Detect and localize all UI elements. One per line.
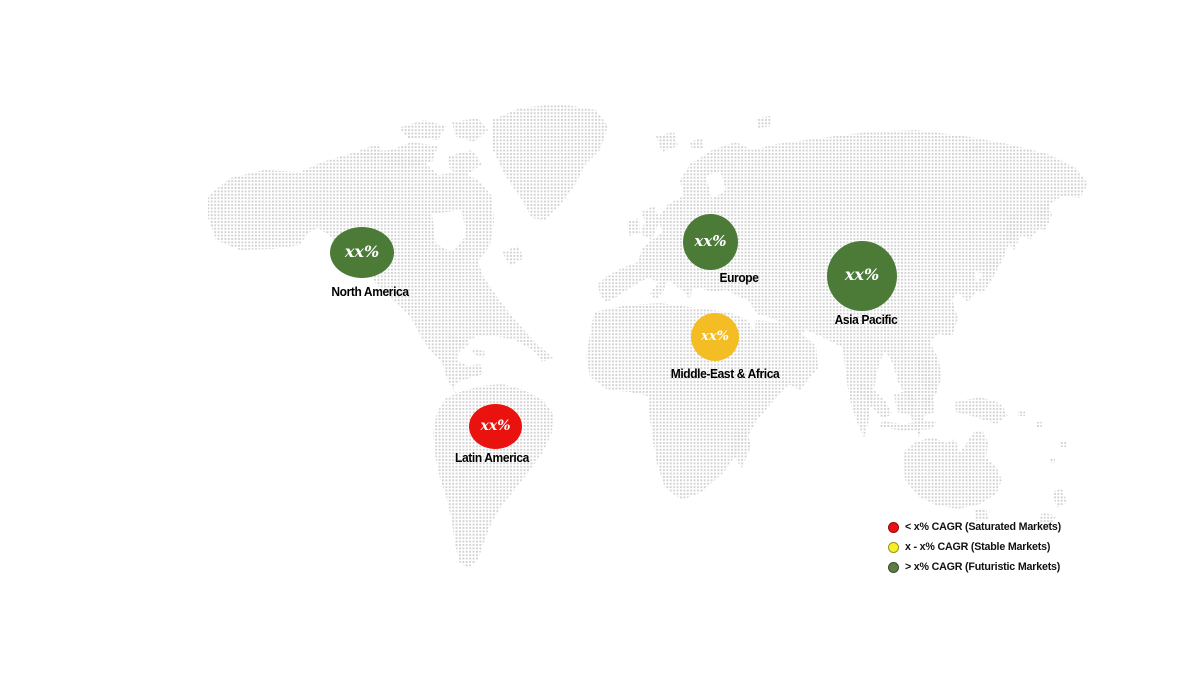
europe-islands — [627, 116, 772, 240]
legend-row-saturated: < x% CAGR (Saturated Markets) — [888, 521, 1066, 533]
bubble-value-europe: xx% — [694, 231, 727, 250]
continent-australia — [903, 430, 1002, 521]
bubble-north-america: xx% — [330, 227, 394, 278]
label-europe: Europe — [719, 271, 759, 285]
legend-row-futuristic: > x% CAGR (Futuristic Markets) — [888, 561, 1066, 573]
continent-africa — [586, 303, 792, 500]
label-north-america: North America — [331, 285, 409, 299]
label-latin-america: Latin America — [455, 451, 529, 465]
arabian-peninsula — [754, 320, 818, 390]
bubble-asia-pacific: xx% — [827, 241, 897, 311]
bubble-europe: xx% — [683, 214, 738, 270]
atlantic-islands — [447, 246, 524, 358]
legend: < x% CAGR (Saturated Markets) x - x% CAG… — [888, 521, 1066, 581]
continent-greenland — [492, 104, 608, 220]
label-asia-pacific: Asia Pacific — [834, 313, 898, 327]
continents — [208, 104, 1088, 568]
arctic-islands — [360, 118, 488, 176]
bubble-middle-east-africa: xx% — [691, 313, 739, 361]
continent-south-america — [433, 384, 553, 568]
bubble-value-asia-pacific: xx% — [844, 265, 880, 284]
legend-dot-green-icon — [888, 561, 899, 573]
legend-row-stable: x - x% CAGR (Stable Markets) — [888, 541, 1066, 553]
continent-north-america — [208, 150, 553, 397]
legend-label-saturated: < x% CAGR (Saturated Markets) — [905, 521, 1061, 533]
bubble-latin-america: xx% — [469, 404, 522, 449]
new-zealand — [1039, 488, 1067, 529]
madagascar — [731, 427, 751, 468]
legend-label-stable: x - x% CAGR (Stable Markets) — [905, 541, 1051, 553]
label-middle-east-africa: Middle-East & Africa — [670, 367, 780, 381]
legend-label-futuristic: > x% CAGR (Futuristic Markets) — [905, 561, 1061, 573]
legend-dot-yellow-icon — [888, 541, 899, 553]
bubble-value-middle-east-africa: xx% — [701, 328, 729, 344]
southeast-asia-islands — [857, 354, 1067, 463]
legend-dot-red-icon — [888, 521, 899, 533]
bubble-value-latin-america: xx% — [480, 417, 511, 434]
bubble-value-north-america: xx% — [344, 241, 380, 261]
